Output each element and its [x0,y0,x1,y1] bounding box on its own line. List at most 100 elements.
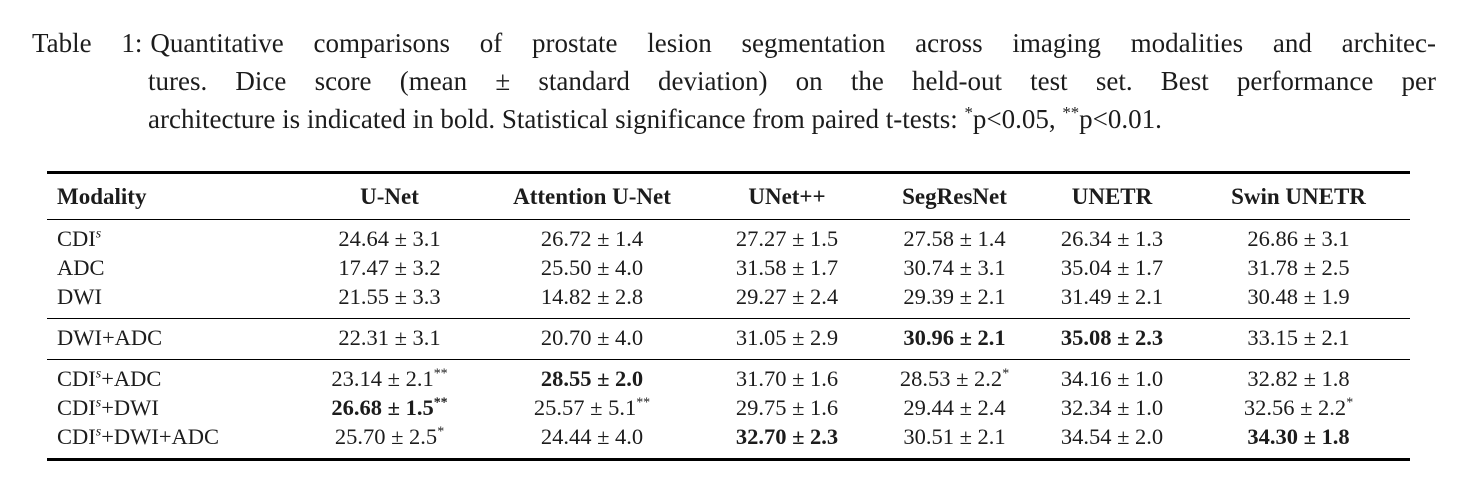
dice-cell-unet: 23.14 ± 2.1** [297,360,482,394]
modality-label: CDI [57,424,96,449]
dice-value: 14.82 ± 2.8 [540,284,644,309]
dice-cell-unetr: 31.49 ± 2.1 [1037,283,1187,319]
table-header-row: Modality U-Net Attention U-Net UNet++ Se… [47,172,1410,220]
dice-cell-segresnet: 30.96 ± 2.1 [872,319,1037,360]
dice-cell-swin-unetr: 34.30 ± 1.8 [1187,423,1410,460]
col-header-swin-unetr: Swin UNETR [1231,183,1366,209]
dice-cell-swin-unetr: 31.78 ± 2.5 [1187,254,1410,283]
table-row: DWI+ADC 22.31 ± 3.1 20.70 ± 4.0 31.05 ± … [47,319,1410,360]
caption-text-line3c: p<0.01. [1079,104,1162,134]
dice-cell-segresnet: 30.74 ± 3.1 [872,254,1037,283]
dice-value: 34.54 ± 2.0 [1060,424,1164,449]
dice-value: 30.48 ± 1.9 [1247,284,1350,309]
dice-cell-unetpp: 27.27 ± 1.5 [702,220,872,254]
modality-cell: CDIs+DWI [47,394,297,423]
dice-value: 26.86 ± 3.1 [1247,226,1350,251]
table-header: Modality U-Net Attention U-Net UNet++ Se… [47,172,1410,220]
significance-marker: ** [433,395,448,411]
modality-label: CDI [57,395,96,420]
modality-label-suffix: +DWI [101,395,159,420]
caption-line-3: architecture is indicated in bold. Stati… [32,100,1436,138]
dice-cell-attention-unet: 25.50 ± 4.0 [482,254,702,283]
modality-superscript: s [95,424,102,440]
dice-value: 31.49 ± 2.1 [1060,284,1164,309]
col-header-unet: U-Net [360,183,419,209]
row-group-single-modality: CDIs 24.64 ± 3.1 26.72 ± 1.4 27.27 ± 1.5… [47,220,1410,319]
col-header-unetr: UNETR [1071,183,1153,209]
dice-value: 31.78 ± 2.5 [1247,255,1350,280]
dice-cell-unetpp: 31.58 ± 1.7 [702,254,872,283]
dice-cell-unetr: 34.16 ± 1.0 [1037,360,1187,394]
dice-cell-swin-unetr: 32.56 ± 2.2* [1187,394,1410,423]
dice-value: 29.75 ± 1.6 [735,395,839,420]
modality-superscript: s [95,366,102,382]
table-row: CDIs+ADC 23.14 ± 2.1** 28.55 ± 2.0 31.70… [47,360,1410,394]
dice-cell-unet: 22.31 ± 3.1 [297,319,482,360]
dice-cell-unetr: 35.08 ± 2.3 [1037,319,1187,360]
dice-value: 24.64 ± 3.1 [338,226,441,251]
dice-value: 23.14 ± 2.1 [331,366,434,391]
dice-cell-attention-unet: 24.44 ± 4.0 [482,423,702,460]
table-caption: Table 1: Quantitative comparisons of pros… [32,24,1436,138]
dice-value: 25.70 ± 2.5 [334,424,438,449]
dice-value: 31.58 ± 1.7 [735,255,839,280]
dice-cell-segresnet: 29.44 ± 2.4 [872,394,1037,423]
modality-cell: CDIs [47,220,297,254]
caption-text-line2: tures. Dice score (mean ± standard devia… [148,66,1436,96]
dice-cell-swin-unetr: 26.86 ± 3.1 [1187,220,1410,254]
table-row: CDIs+DWI+ADC 25.70 ± 2.5* 24.44 ± 4.0 32… [47,423,1410,460]
dice-cell-unetr: 32.34 ± 1.0 [1037,394,1187,423]
modality-label: DWI [57,284,102,309]
dice-value: 29.27 ± 2.4 [735,284,839,309]
dice-cell-unetr: 34.54 ± 2.0 [1037,423,1187,460]
significance-marker: * [437,424,445,440]
modality-label: CDI [57,366,96,391]
dice-value: 29.39 ± 2.1 [903,284,1006,309]
dice-cell-unet: 21.55 ± 3.3 [297,283,482,319]
dice-value: 32.82 ± 1.8 [1247,366,1350,391]
results-table: Modality U-Net Attention U-Net UNet++ Se… [47,171,1410,461]
significance-marker: * [1346,395,1354,411]
significance-marker: ** [433,366,448,382]
col-header-unetpp: UNet++ [748,183,826,209]
dice-cell-unet: 25.70 ± 2.5* [297,423,482,460]
dice-value: 26.68 ± 1.5 [331,395,434,420]
dice-value: 22.31 ± 3.1 [338,325,441,350]
modality-label: ADC [57,255,105,280]
dice-value: 32.70 ± 2.3 [735,424,839,449]
dice-cell-unetr: 35.04 ± 1.7 [1037,254,1187,283]
dice-cell-unetpp: 32.70 ± 2.3 [702,423,872,460]
dice-value: 30.74 ± 3.1 [903,255,1006,280]
dice-value: 28.55 ± 2.0 [540,366,644,391]
dice-value: 26.72 ± 1.4 [540,226,644,251]
dice-cell-unetpp: 29.75 ± 1.6 [702,394,872,423]
significance-star-1: * [964,103,973,122]
significance-star-2: ** [1062,103,1080,122]
modality-label-suffix: +DWI+ADC [101,424,220,449]
dice-cell-swin-unetr: 30.48 ± 1.9 [1187,283,1410,319]
caption-label: Table 1: [32,28,143,58]
modality-cell: ADC [47,254,297,283]
modality-cell: DWI [47,283,297,319]
col-header-segresnet: SegResNet [902,183,1007,209]
dice-value: 31.05 ± 2.9 [735,325,839,350]
dice-value: 21.55 ± 3.3 [338,284,441,309]
dice-value: 26.34 ± 1.3 [1060,226,1164,251]
dice-value: 29.44 ± 2.4 [903,395,1006,420]
dice-cell-attention-unet: 28.55 ± 2.0 [482,360,702,394]
dice-value: 27.27 ± 1.5 [735,226,839,251]
dice-cell-attention-unet: 20.70 ± 4.0 [482,319,702,360]
dice-cell-unetr: 26.34 ± 1.3 [1037,220,1187,254]
dice-value: 27.58 ± 1.4 [903,226,1006,251]
dice-value: 34.16 ± 1.0 [1060,366,1164,391]
modality-cell: CDIs+ADC [47,360,297,394]
dice-value: 30.96 ± 2.1 [903,325,1006,350]
dice-cell-swin-unetr: 32.82 ± 1.8 [1187,360,1410,394]
modality-cell: CDIs+DWI+ADC [47,423,297,460]
dice-value: 25.57 ± 5.1 [533,395,637,420]
dice-cell-segresnet: 28.53 ± 2.2* [872,360,1037,394]
modality-label-suffix: +ADC [101,366,162,391]
caption-text-line1: Quantitative comparisons of prostate les… [150,28,1437,58]
col-header-modality: Modality [57,183,147,209]
dice-cell-attention-unet: 25.57 ± 5.1** [482,394,702,423]
